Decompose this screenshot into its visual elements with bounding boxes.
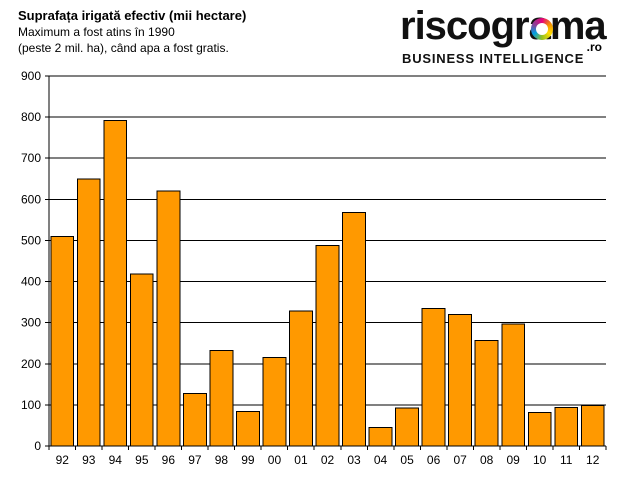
- y-tick-label-500: 500: [21, 233, 41, 247]
- x-tick-label-10: 10: [533, 453, 547, 467]
- x-tick-label-98: 98: [215, 453, 229, 467]
- x-tick-label-12: 12: [586, 453, 600, 467]
- bar-06: [421, 307, 446, 447]
- bar-08: [474, 339, 499, 447]
- x-tick-label-11: 11: [560, 453, 573, 467]
- bar-12: [580, 405, 605, 447]
- bar-93: [76, 178, 101, 447]
- bar-98: [209, 350, 234, 447]
- bar-10: [527, 411, 552, 447]
- x-tick-label-04: 04: [374, 453, 388, 467]
- bar-99: [236, 410, 260, 447]
- bar-11: [554, 406, 579, 447]
- x-tick-label-97: 97: [188, 453, 202, 467]
- bars: [50, 119, 605, 447]
- logo-suffix: .ro: [586, 40, 602, 54]
- x-tick-label-03: 03: [347, 453, 361, 467]
- y-tick-label-400: 400: [21, 275, 41, 289]
- bar-07: [448, 313, 473, 447]
- x-tick-label-06: 06: [427, 453, 441, 467]
- bar-92: [50, 235, 75, 447]
- x-tick-label-08: 08: [480, 453, 494, 467]
- x-tick-label-02: 02: [321, 453, 335, 467]
- y-tick-label-100: 100: [21, 398, 41, 412]
- bar-96: [156, 190, 181, 447]
- bar-95: [129, 273, 154, 447]
- chart-title: Suprafața irigată efectiv (mii hectare): [18, 8, 247, 23]
- x-tick-label-93: 93: [82, 453, 96, 467]
- x-tick-label-00: 00: [268, 453, 282, 467]
- x-tick-label-92: 92: [56, 453, 70, 467]
- x-axis: 92 93 94 95 96 97 98 99 00 01 02 03 04 05 06 07 08 09 10 11…: [48, 445, 607, 467]
- x-tick-label-95: 95: [135, 453, 149, 467]
- chart-subtitle-line-1: Maximum a fost atins în 1990: [18, 25, 175, 39]
- bar-94: [103, 119, 128, 447]
- x-tick-label-96: 96: [162, 453, 176, 467]
- x-tick-label-01: 01: [294, 453, 308, 467]
- x-tick-label-99: 99: [241, 453, 255, 467]
- bar-00: [262, 357, 287, 447]
- bar-01: [289, 310, 313, 447]
- chart-header: Suprafața irigată efectiv (mii hectare) …: [18, 8, 246, 56]
- y-tick-label-700: 700: [21, 151, 41, 165]
- logo-wordmark: riscograma: [400, 4, 607, 48]
- x-tick-label-07: 07: [453, 453, 467, 467]
- y-tick-label-900: 900: [21, 69, 41, 83]
- x-tick-label-09: 09: [506, 453, 520, 467]
- y-tick-label-300: 300: [21, 316, 41, 330]
- bar-09: [501, 323, 526, 447]
- y-tick-label-0: 0: [34, 439, 41, 453]
- chart-subtitle-line-2: (peste 2 mil. ha), când apa a fost grati…: [18, 41, 229, 55]
- y-tick-label-600: 600: [21, 192, 41, 206]
- logo-tagline: BUSINESS INTELLIGENCE: [402, 51, 585, 66]
- bar-97: [182, 392, 207, 447]
- y-tick-label-800: 800: [21, 110, 41, 124]
- x-tick-label-94: 94: [109, 453, 123, 467]
- bar-03: [342, 211, 366, 447]
- bar-04: [368, 427, 393, 447]
- y-axis: 0 100 200 300 400 500 600 700 800 900: [21, 69, 50, 453]
- y-tick-label-200: 200: [21, 357, 41, 371]
- bar-02: [315, 244, 340, 447]
- riscograma-logo: riscograma .ro BUSINESS INTELLIGENCE: [400, 4, 608, 68]
- bar-05: [395, 407, 419, 447]
- logo-ring-icon: [531, 18, 553, 40]
- x-tick-label-05: 05: [400, 453, 414, 467]
